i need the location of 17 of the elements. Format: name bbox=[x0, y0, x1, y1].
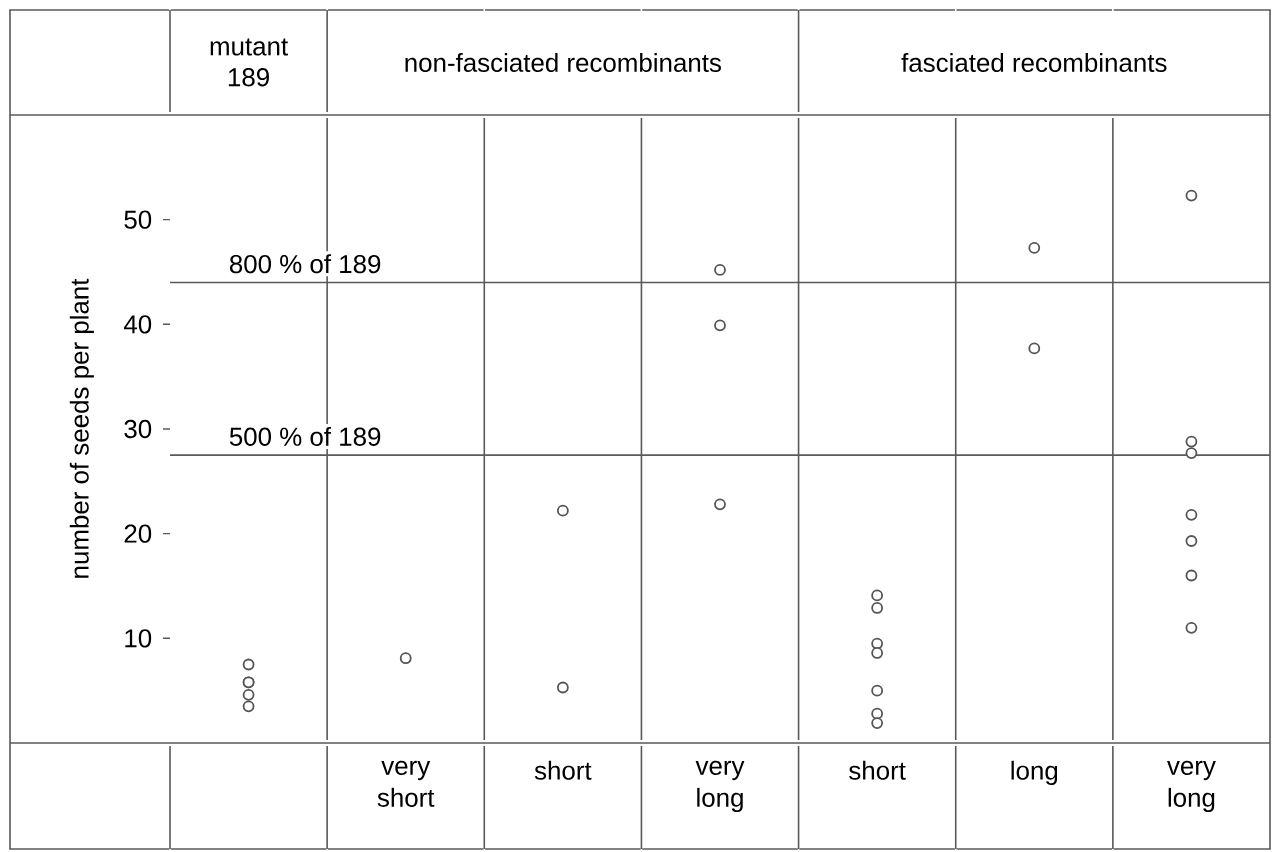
x-tick-label: short bbox=[849, 760, 906, 780]
y-tick-label: 30 bbox=[124, 419, 152, 439]
ref-line-label: 500 % of 189 bbox=[229, 426, 381, 446]
text: mutant 189 bbox=[210, 38, 288, 87]
text: fasciated recombinants bbox=[901, 52, 1167, 72]
x-tick-label: very long bbox=[695, 760, 745, 813]
y-tick-label: 50 bbox=[124, 210, 152, 229]
y-tick-label: 20 bbox=[124, 524, 152, 543]
y-tick-label: 10 bbox=[125, 629, 152, 648]
x-tick-label: very long bbox=[1167, 760, 1216, 813]
y-tick-label: 40 bbox=[123, 315, 152, 334]
text: non-fasciated recombinants bbox=[405, 52, 721, 72]
y-axis-title: number of seeds per plant bbox=[69, 278, 94, 578]
x-tick-label: short bbox=[534, 760, 592, 780]
x-tick-label: very short bbox=[377, 760, 435, 807]
x-tick-label: long bbox=[1011, 760, 1058, 785]
ref-line-label: 800 % of 189 bbox=[229, 254, 381, 274]
